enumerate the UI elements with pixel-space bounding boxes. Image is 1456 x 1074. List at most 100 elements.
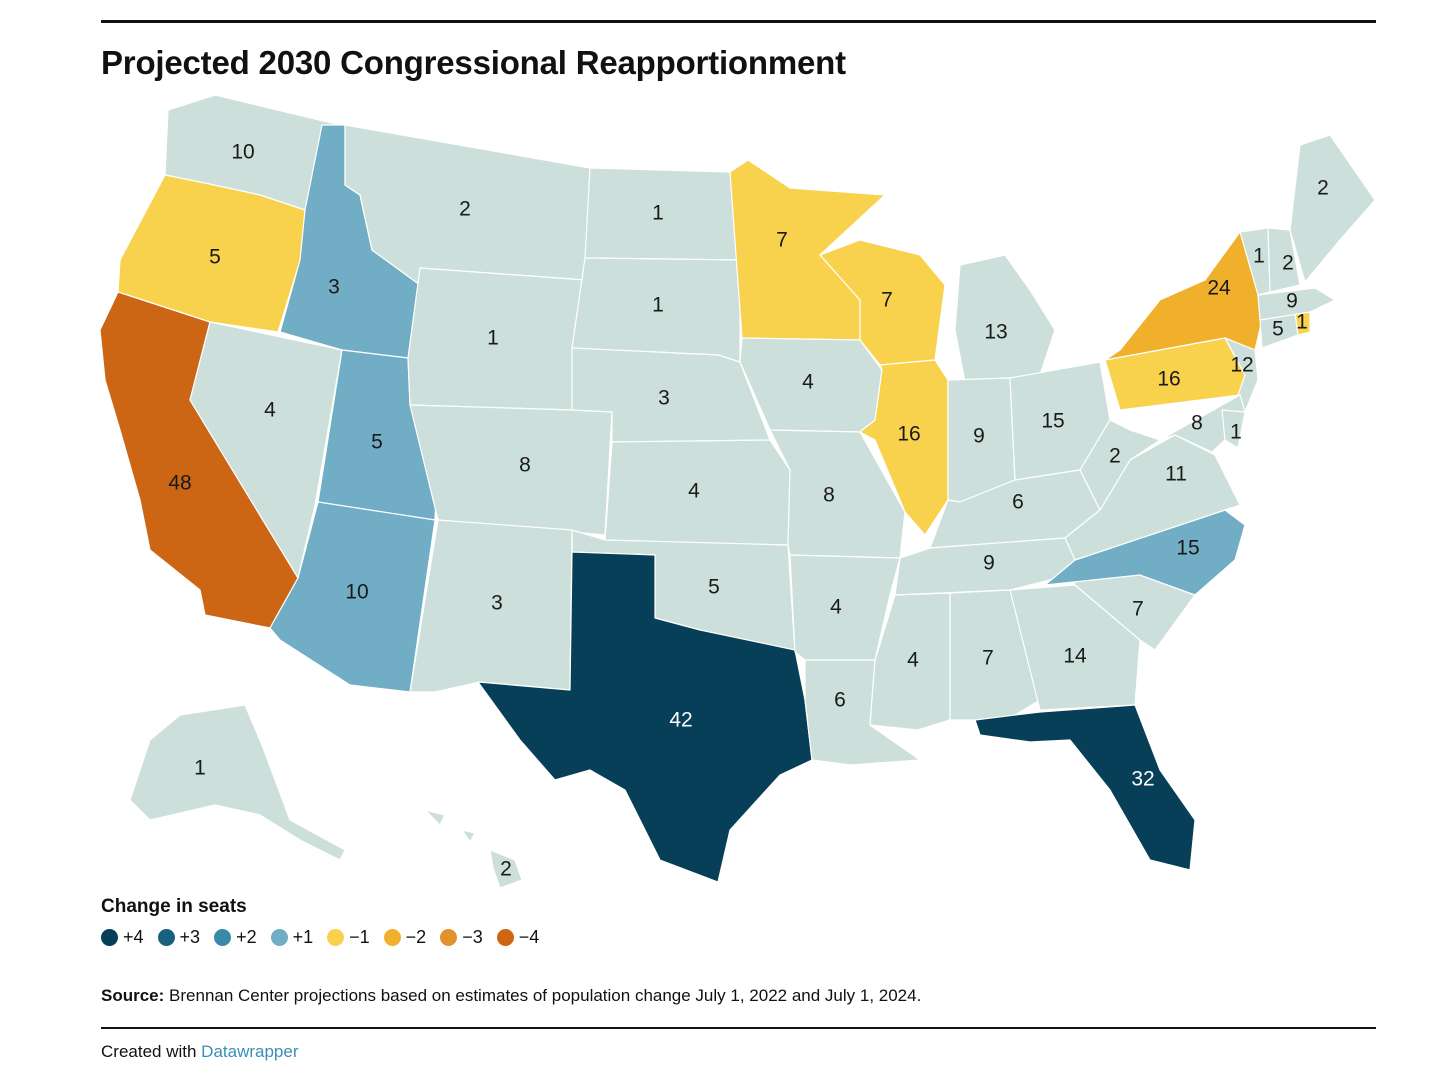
seat-label-va: 11: [1165, 463, 1187, 486]
credit-prefix: Created with: [101, 1042, 197, 1061]
seat-label-hi: 2: [500, 858, 512, 881]
legend-swatch: [327, 929, 345, 946]
source-label: Source:: [101, 986, 165, 1005]
seat-label-co: 8: [519, 454, 531, 477]
seat-label-sc: 7: [1132, 598, 1144, 621]
legend-label: +3: [179, 927, 201, 947]
state-de[interactable]: [1221, 409, 1246, 449]
seat-label-ky: 6: [1012, 491, 1024, 514]
seat-label-pa: 16: [1157, 368, 1180, 391]
legend: +4 +3 +2 +1 −1 −2 −3 −4: [101, 927, 539, 948]
legend-label: +1: [292, 927, 314, 947]
state-ny[interactable]: [1104, 231, 1263, 361]
state-az[interactable]: [269, 501, 436, 693]
top-rule: [101, 20, 1376, 23]
legend-swatch: [440, 929, 458, 946]
seat-label-ok: 5: [708, 576, 720, 599]
legend-swatch: [496, 929, 514, 946]
legend-item: +1: [270, 927, 314, 948]
state-ak[interactable]: [129, 704, 346, 861]
seat-label-nv: 4: [264, 399, 276, 422]
seat-label-ri: 1: [1296, 311, 1308, 334]
seat-label-de: 1: [1230, 421, 1242, 444]
seat-label-ga: 14: [1063, 645, 1087, 668]
legend-label: +4: [123, 927, 144, 947]
seat-label-ny: 24: [1207, 277, 1231, 300]
seat-label-tn: 9: [983, 552, 995, 575]
seat-label-nd: 1: [652, 202, 664, 225]
state-fl[interactable]: [974, 704, 1196, 871]
source-text: Brennan Center projections based on esti…: [169, 986, 922, 1005]
seat-label-wa: 10: [231, 141, 254, 164]
seat-label-ut: 5: [371, 431, 383, 454]
seat-label-nh: 2: [1282, 252, 1294, 275]
legend-label: −4: [518, 927, 540, 947]
seat-label-ct: 5: [1272, 318, 1284, 341]
seat-label-wy: 1: [487, 327, 499, 350]
seat-label-az: 10: [345, 581, 368, 604]
legend-swatch: [214, 929, 232, 946]
legend-swatch: [157, 929, 175, 946]
state-tx[interactable]: [477, 551, 813, 883]
state-va[interactable]: [1064, 434, 1241, 561]
seat-label-ar: 4: [830, 596, 842, 619]
seat-label-ca: 48: [168, 472, 191, 495]
state-il[interactable]: [859, 359, 949, 536]
chart-title: Projected 2030 Congressional Reapportion…: [101, 44, 846, 81]
legend-label: −2: [405, 927, 427, 947]
legend-swatch: [101, 929, 118, 946]
seat-label-tx: 42: [669, 709, 692, 732]
state-mi[interactable]: [954, 254, 1056, 383]
seat-label-wi: 7: [881, 289, 893, 312]
state-nv[interactable]: [189, 321, 343, 579]
seat-label-mn: 7: [776, 229, 788, 252]
seat-label-md: 8: [1191, 412, 1203, 435]
seat-label-al: 7: [982, 647, 994, 670]
state-hi[interactable]: [424, 809, 523, 889]
legend-item: +2: [214, 927, 257, 948]
source-note: Source: Brennan Center projections based…: [101, 986, 921, 1006]
seat-label-wv: 2: [1109, 445, 1121, 468]
legend-item: −4: [496, 927, 540, 948]
seat-label-nj: 12: [1230, 354, 1253, 377]
bottom-rule: [101, 1027, 1376, 1029]
state-nh[interactable]: [1267, 227, 1301, 293]
datawrapper-link[interactable]: Datawrapper: [201, 1042, 299, 1061]
seat-label-sd: 1: [652, 294, 664, 317]
seat-label-ms: 4: [907, 649, 919, 672]
seat-label-il: 16: [897, 423, 920, 446]
legend-label: −1: [349, 927, 370, 947]
legend-item: −3: [440, 927, 483, 948]
legend-item: −1: [327, 927, 370, 948]
legend-swatch: [383, 929, 401, 946]
seat-label-nc: 15: [1176, 537, 1199, 560]
legend-item: +3: [157, 927, 201, 948]
legend-item: −2: [383, 927, 427, 948]
seat-label-oh: 15: [1041, 410, 1064, 433]
seat-label-vt: 1: [1253, 245, 1265, 268]
state-ga[interactable]: [1009, 584, 1141, 711]
credit-line: Created with Datawrapper: [101, 1042, 299, 1062]
seat-label-ia: 4: [802, 371, 814, 394]
seat-label-nm: 3: [491, 592, 503, 615]
state-co[interactable]: [409, 404, 613, 536]
legend-item: +4: [101, 927, 144, 948]
seat-label-ks: 4: [688, 480, 700, 503]
legend-label: +2: [236, 927, 257, 947]
seat-label-mt: 2: [459, 198, 471, 221]
legend-label: −3: [462, 927, 483, 947]
seat-label-mi: 13: [984, 321, 1007, 344]
seat-label-la: 6: [834, 689, 846, 712]
legend-swatch: [270, 929, 288, 946]
seat-label-fl: 32: [1131, 768, 1154, 791]
seat-label-ak: 1: [194, 757, 206, 780]
state-me[interactable]: [1289, 134, 1376, 283]
seat-label-in: 9: [973, 425, 985, 448]
state-ma[interactable]: [1257, 287, 1336, 321]
seat-label-id: 3: [328, 276, 340, 299]
seat-label-mo: 8: [823, 484, 835, 507]
seat-label-ne: 3: [658, 387, 670, 410]
state-nc[interactable]: [1044, 509, 1246, 596]
legend-title: Change in seats: [101, 896, 247, 917]
